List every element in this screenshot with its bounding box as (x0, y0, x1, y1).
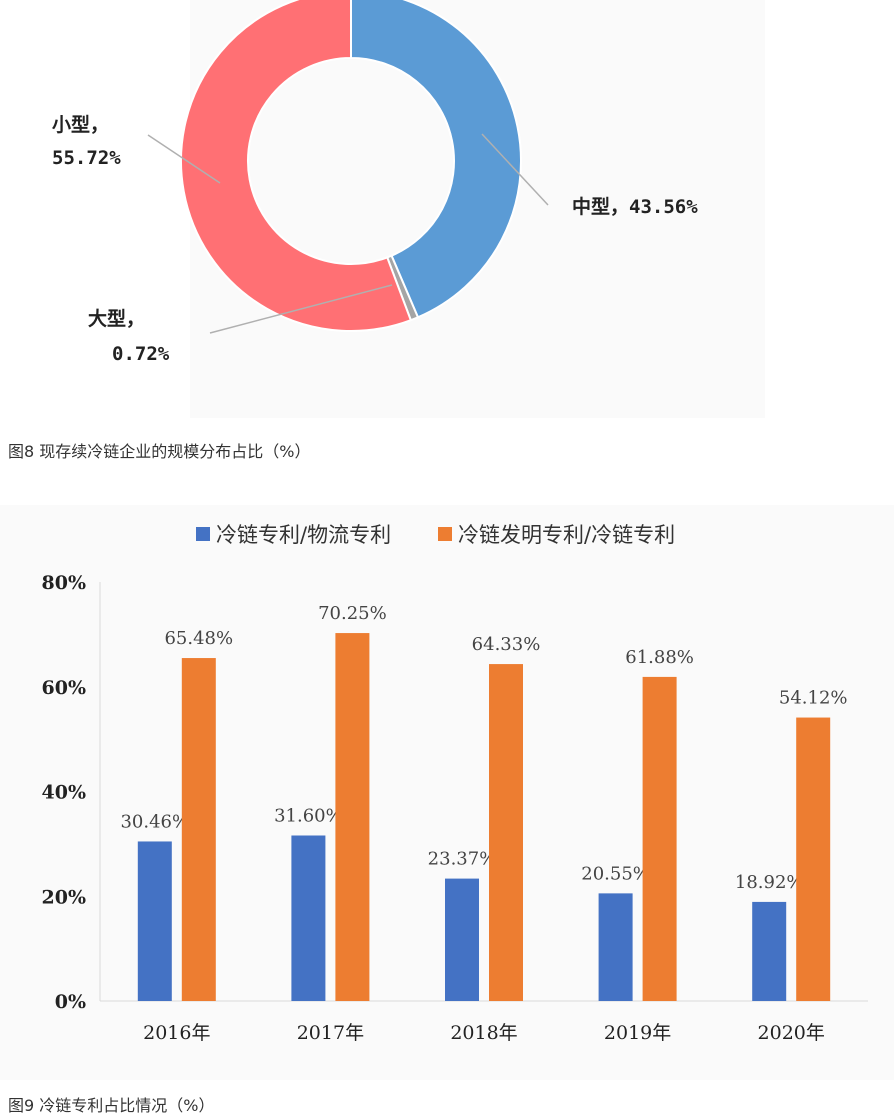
bar-cold-chain-ratio (598, 893, 633, 1001)
bar-value-label: 31.60% (274, 805, 343, 826)
x-category-label: 2019年 (604, 1022, 671, 1044)
bar-cold-chain-ratio (291, 835, 326, 1001)
legend-swatch-series-1 (196, 527, 210, 541)
pie-label-small-name: 小型， (52, 113, 109, 136)
bar-value-label: 18.92% (735, 872, 804, 893)
y-tick-label: 40% (42, 782, 87, 804)
bar-cold-chain-ratio (752, 901, 787, 1001)
bar-value-label: 64.33% (472, 634, 541, 655)
leader-line-small (147, 134, 221, 184)
x-category-label: 2018年 (450, 1022, 517, 1044)
x-category-label: 2016年 (143, 1022, 210, 1044)
figure-9-caption: 图9 冷链专利占比情况（%） (8, 1096, 215, 1115)
y-tick-label: 0% (55, 991, 86, 1013)
x-category-label: 2017年 (297, 1022, 364, 1044)
bar-chart: 冷链专利/物流专利 冷链发明专利/冷链专利 0% 20% 40% 60% 80% 2016… (0, 505, 894, 1080)
y-tick-label: 60% (42, 677, 87, 699)
bar-value-label: 20.55% (581, 863, 650, 884)
donut-slice-small (180, 0, 413, 332)
x-category-label: 2020年 (758, 1022, 825, 1044)
bar-invention-ratio (796, 717, 831, 1001)
pie-label-large-name: 大型， (88, 307, 145, 330)
pie-label-small-value: 55.72% (52, 147, 121, 169)
donut-chart: 中型，43.56% 大型， 0.72% 小型， 55.72% (52, 0, 765, 418)
bar-value-label: 61.88% (625, 647, 694, 668)
pie-label-medium: 中型，43.56% (572, 195, 698, 218)
bar-cold-chain-ratio (137, 841, 172, 1001)
bar-invention-ratio (335, 633, 370, 1001)
legend-swatch-series-2 (438, 527, 452, 541)
legend-label-series-1: 冷链专利/物流专利 (216, 523, 391, 547)
bar-value-label: 54.12% (779, 688, 848, 709)
legend-label-series-2: 冷链发明专利/冷链专利 (458, 523, 675, 547)
bar-value-label: 23.37% (428, 849, 497, 870)
figure-8-caption: 图8 现存续冷链企业的规模分布占比（%） (8, 442, 311, 461)
leader-line-large (209, 284, 393, 334)
bar-value-label: 65.48% (164, 628, 233, 649)
y-tick-label: 80% (42, 572, 87, 594)
bar-invention-ratio (642, 676, 677, 1001)
donut-slice-medium (350, 0, 522, 319)
pie-label-large-value: 0.72% (112, 343, 170, 365)
leader-line-medium (481, 133, 549, 206)
bar-value-label: 70.25% (318, 603, 387, 624)
bar-invention-ratio (181, 658, 216, 1001)
bar-cold-chain-ratio (445, 878, 479, 1001)
bar-value-label: 30.46% (120, 811, 189, 832)
bar-invention-ratio (489, 664, 523, 1001)
y-tick-label: 20% (42, 886, 87, 908)
